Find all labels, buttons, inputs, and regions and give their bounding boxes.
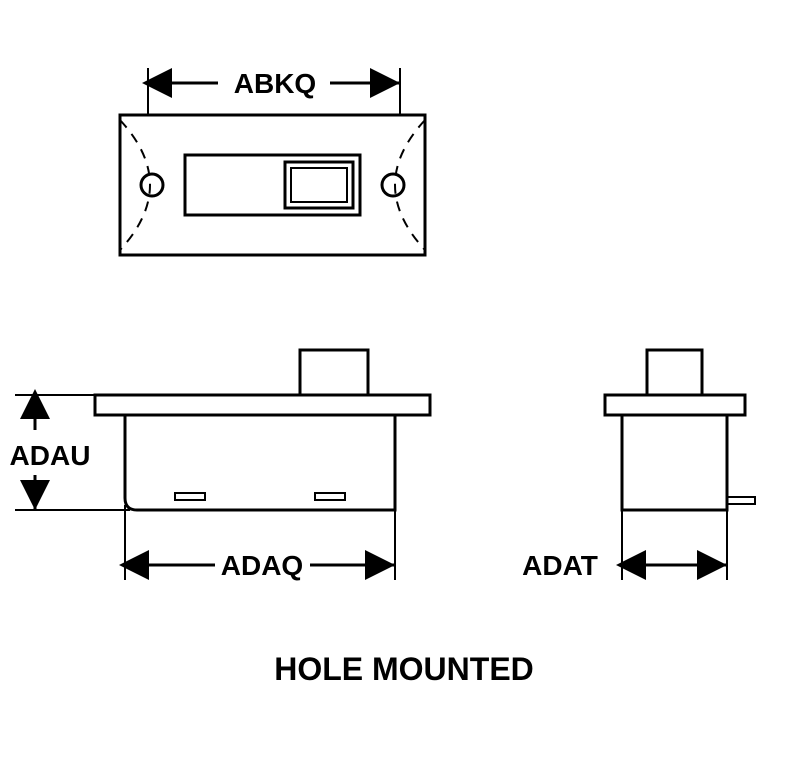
label-abkq: ABKQ bbox=[234, 68, 316, 99]
label-adaq: ADAQ bbox=[221, 550, 303, 581]
dimension-adat: ADAT bbox=[522, 505, 727, 581]
front-flange bbox=[95, 395, 430, 415]
front-body bbox=[125, 415, 395, 510]
top-outer-rect bbox=[120, 115, 425, 255]
dimension-adaq: ADAQ bbox=[125, 505, 395, 581]
mounting-hole-left bbox=[141, 174, 163, 196]
front-terminal-left bbox=[175, 493, 205, 500]
mounting-hole-right bbox=[382, 174, 404, 196]
dashed-arc-right bbox=[395, 120, 425, 250]
label-adau: ADAU bbox=[10, 440, 91, 471]
dimension-abkq: ABKQ bbox=[148, 68, 400, 115]
side-body bbox=[622, 415, 727, 510]
side-terminal bbox=[727, 497, 755, 504]
front-view bbox=[95, 350, 430, 510]
side-view bbox=[605, 350, 755, 510]
front-actuator bbox=[300, 350, 368, 395]
front-terminal-right bbox=[315, 493, 345, 500]
top-view bbox=[120, 115, 425, 255]
side-actuator bbox=[647, 350, 702, 395]
dashed-arc-left bbox=[120, 120, 150, 250]
label-adat: ADAT bbox=[522, 550, 598, 581]
top-inner-slot bbox=[185, 155, 360, 215]
top-slider-inner bbox=[291, 168, 347, 202]
diagram-title: HOLE MOUNTED bbox=[274, 651, 534, 687]
engineering-diagram: ABKQ ADAU ADAQ ADAT HOLE MOUN bbox=[0, 0, 808, 776]
side-flange bbox=[605, 395, 745, 415]
